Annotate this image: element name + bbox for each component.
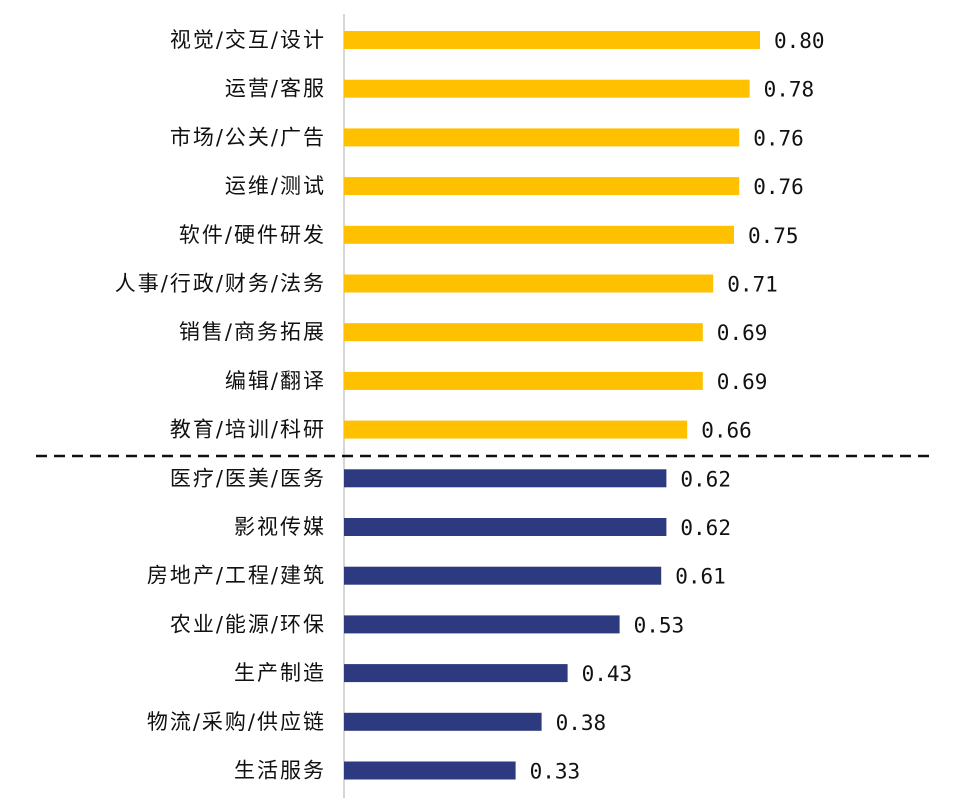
bar: [344, 225, 734, 244]
bar: [344, 128, 740, 147]
category-label: 销售/商务拓展: [179, 320, 326, 344]
data-label: 0.76: [753, 175, 804, 199]
category-label: 人事/行政/财务/法务: [115, 272, 326, 296]
bar: [344, 274, 714, 293]
bar: [344, 469, 667, 488]
bar: [344, 79, 750, 98]
bar: [344, 323, 703, 342]
data-label: 0.38: [556, 711, 607, 735]
data-label: 0.53: [634, 613, 685, 637]
category-label: 软件/硬件研发: [179, 223, 326, 247]
category-label: 影视传媒: [234, 515, 326, 539]
data-label: 0.62: [680, 516, 731, 540]
category-label: 运维/测试: [225, 174, 326, 198]
bar: [344, 566, 662, 585]
data-label: 0.62: [680, 467, 731, 491]
bar: [344, 420, 688, 439]
category-label: 农业/能源/环保: [170, 612, 326, 636]
bar: [344, 761, 516, 780]
category-label: 医疗/医美/医务: [170, 466, 326, 490]
data-label: 0.69: [717, 370, 768, 394]
category-label: 生活服务: [234, 759, 326, 783]
category-label: 视觉/交互/设计: [170, 28, 326, 52]
data-label: 0.75: [748, 224, 799, 248]
data-label: 0.66: [701, 419, 752, 443]
category-label: 生产制造: [234, 661, 326, 685]
bar: [344, 31, 760, 49]
bar: [344, 177, 740, 196]
data-label: 0.71: [727, 273, 778, 297]
bar: [344, 712, 542, 731]
data-label: 0.80: [774, 29, 825, 53]
data-label: 0.33: [530, 760, 581, 784]
category-label: 教育/培训/科研: [170, 418, 326, 442]
bar: [344, 664, 568, 683]
data-label: 0.43: [582, 662, 633, 686]
data-label: 0.78: [764, 78, 815, 102]
bar: [344, 615, 620, 634]
category-label: 物流/采购/供应链: [147, 710, 326, 734]
data-label: 0.69: [717, 321, 768, 345]
data-label: 0.61: [675, 565, 726, 589]
category-label: 市场/公关/广告: [170, 125, 326, 149]
bar: [344, 518, 667, 536]
category-label: 房地产/工程/建筑: [147, 564, 326, 588]
data-label: 0.76: [753, 126, 804, 150]
bar: [344, 371, 703, 390]
category-label: 编辑/翻译: [225, 369, 326, 393]
category-label: 运营/客服: [225, 77, 326, 101]
